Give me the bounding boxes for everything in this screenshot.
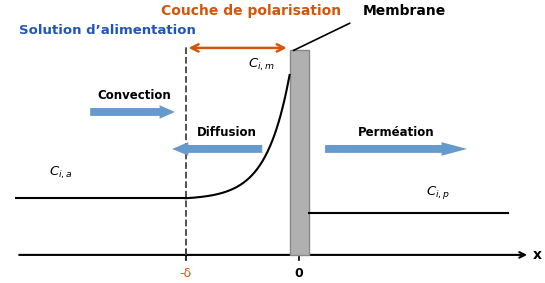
Bar: [289, 50, 308, 255]
Text: 0: 0: [295, 267, 304, 280]
FancyArrow shape: [325, 142, 467, 156]
Text: Couche de polarisation: Couche de polarisation: [161, 4, 341, 18]
Text: $C_{i,a}$: $C_{i,a}$: [49, 165, 73, 181]
FancyArrow shape: [172, 142, 262, 156]
Text: Convection: Convection: [97, 89, 171, 102]
Text: Diffusion: Diffusion: [197, 126, 257, 139]
Text: Perméation: Perméation: [358, 126, 434, 139]
Text: $C_{i,p}$: $C_{i,p}$: [426, 184, 450, 201]
Text: Membrane: Membrane: [362, 4, 446, 18]
Text: -δ: -δ: [180, 267, 192, 280]
FancyArrow shape: [90, 105, 175, 119]
Text: Solution d’alimentation: Solution d’alimentation: [19, 24, 196, 37]
Text: x: x: [532, 248, 542, 262]
Text: $C_{i,m}$: $C_{i,m}$: [247, 56, 275, 72]
